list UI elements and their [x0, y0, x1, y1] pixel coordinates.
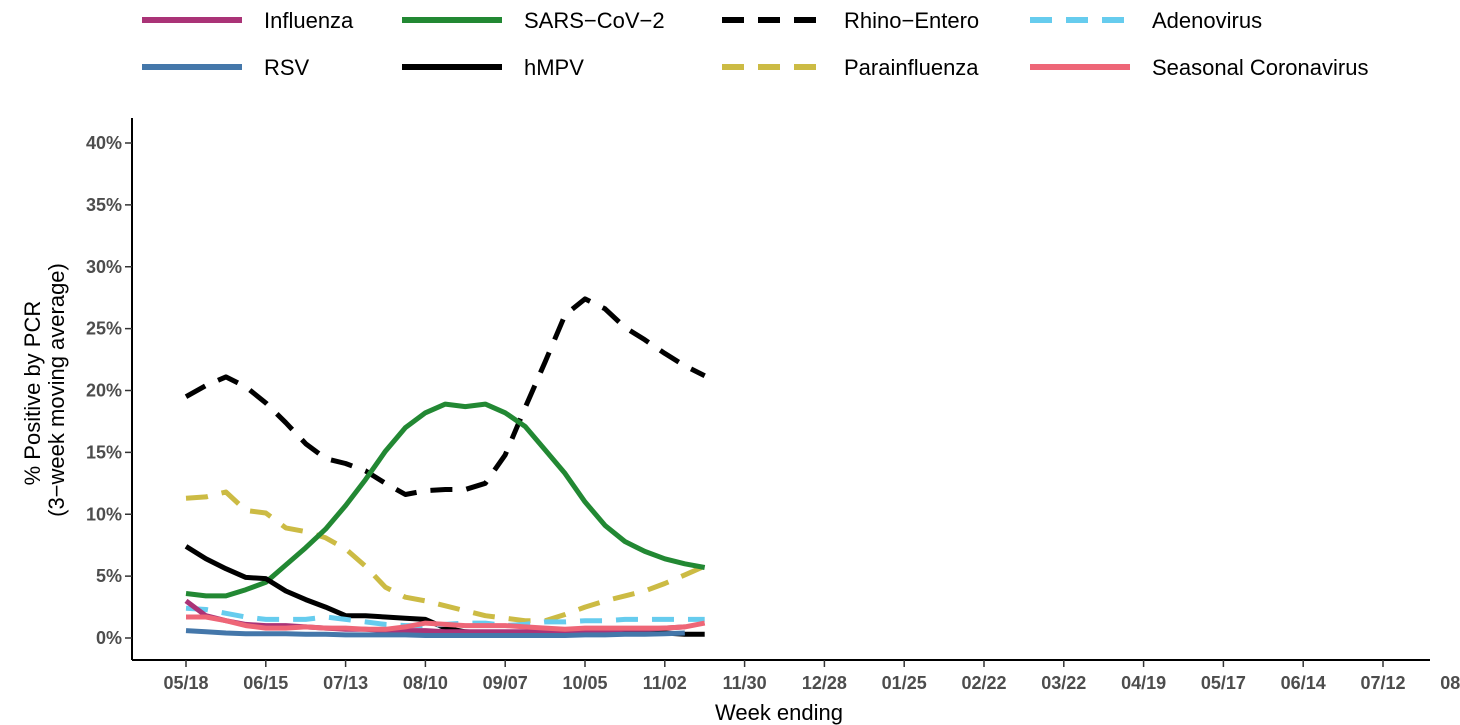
x-tick-label: 02/22 [961, 673, 1006, 693]
y-tick-label: 20% [86, 381, 122, 401]
y-tick-label: 10% [86, 504, 122, 524]
y-tick-label: 35% [86, 195, 122, 215]
x-tick-label: 09/07 [483, 673, 528, 693]
x-tick-label: 11/30 [723, 673, 767, 693]
x-tick-label: 06/14 [1281, 673, 1326, 693]
x-axis-title: Week ending [715, 700, 843, 725]
y-tick-label: 30% [86, 257, 122, 277]
x-tick-label: 10/05 [562, 673, 607, 693]
series-line-sars-cov-2 [185, 401, 706, 599]
legend-label-parainfluenza: Parainfluenza [844, 55, 979, 80]
x-tick-label: 07/12 [1360, 673, 1405, 693]
x-tick-label: 04/19 [1121, 673, 1166, 693]
x-tick-label: 05/18 [163, 673, 208, 693]
x-tick-label: 08/10 [403, 673, 448, 693]
x-tick-label: 11/02 [643, 673, 687, 693]
y-axis-title: % Positive by PCR (3−week moving average… [20, 263, 69, 517]
legend-label-sars-cov-2: SARS−CoV−2 [524, 8, 665, 33]
legend-label-rsv: RSV [264, 55, 310, 80]
x-tick-label: 05/17 [1201, 673, 1246, 693]
y-tick-label: 0% [96, 628, 122, 648]
y-axis-title-line-1: % Positive by PCR [20, 301, 45, 486]
x-tick-label: 07/13 [323, 673, 368, 693]
x-tick-label: 01/25 [882, 673, 927, 693]
series-line-rsv [185, 628, 685, 638]
legend-label-rhino-entero: Rhino−Entero [844, 8, 979, 33]
legend: Influenza SARS−CoV−2 Rhino−Entero Adenoviru… [142, 8, 1368, 80]
legend-label-influenza: Influenza [264, 8, 354, 33]
legend-label-hmpv: hMPV [524, 55, 584, 80]
y-tick-label: 25% [86, 319, 122, 339]
x-tick-label: 06/15 [243, 673, 288, 693]
series-line-parainfluenza [185, 489, 706, 624]
series-line-seasonal-coronavirus [186, 614, 706, 632]
x-axis-ticks: 05/18 06/15 07/13 08/10 09/07 10/05 11/02 11/30… [163, 660, 1460, 693]
x-tick-label: 12/28 [802, 673, 847, 693]
series-layer [184, 296, 706, 638]
y-tick-label: 5% [96, 566, 122, 586]
legend-label-adenovirus: Adenovirus [1152, 8, 1262, 33]
series-line-rhino-entero [184, 296, 706, 497]
y-axis-title-line-2: (3−week moving average) [44, 263, 69, 517]
x-tick-label: 03/22 [1041, 673, 1086, 693]
y-tick-label: 15% [86, 442, 122, 462]
legend-label-seasonal-coronavirus: Seasonal Coronavirus [1152, 55, 1368, 80]
y-axis-ticks: 0% 5% 10% 15% 20% 25% 30% 35% 40% [86, 133, 132, 648]
x-tick-label: 08/09 [1440, 673, 1460, 693]
y-tick-label: 40% [86, 133, 122, 153]
